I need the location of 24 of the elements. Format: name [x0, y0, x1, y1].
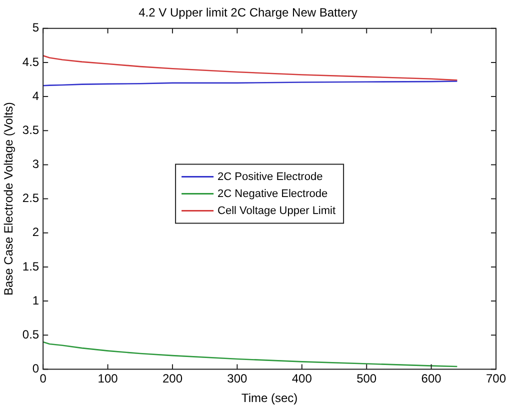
- x-tick-label: 100: [98, 372, 118, 386]
- y-tick-label: 3: [32, 157, 40, 172]
- y-tick-label: 2: [32, 225, 40, 240]
- x-axis-title: Time (sec): [241, 391, 298, 406]
- legend-label: Cell Voltage Upper Limit: [218, 204, 336, 217]
- y-tick-label: 4.5: [22, 54, 40, 69]
- x-tick-label: 600: [421, 372, 442, 386]
- y-tick-label: 2.5: [22, 191, 40, 206]
- y-tick-label: 1.5: [22, 259, 40, 274]
- y-tick-label: 0: [32, 362, 40, 376]
- x-tick-label: 500: [356, 372, 377, 386]
- y-tick-label: 4: [32, 88, 40, 103]
- chart-title: 4.2 V Upper limit 2C Charge New Battery: [138, 6, 358, 20]
- x-tick-label: 300: [227, 372, 248, 386]
- x-tick-label: 200: [162, 372, 183, 386]
- y-tick-label: 3.5: [22, 122, 40, 137]
- y-axis-title: Base Case Electrode Voltage (Volts): [2, 102, 16, 296]
- x-tick-label: 400: [292, 372, 312, 386]
- x-tick-label: 700: [486, 372, 506, 386]
- y-tick-label: 0.5: [22, 327, 40, 342]
- y-tick-label: 1: [32, 293, 40, 308]
- y-tick-label: 5: [32, 20, 40, 35]
- legend-label: 2C Positive Electrode: [218, 170, 323, 183]
- legend-label: 2C Negative Electrode: [218, 188, 328, 200]
